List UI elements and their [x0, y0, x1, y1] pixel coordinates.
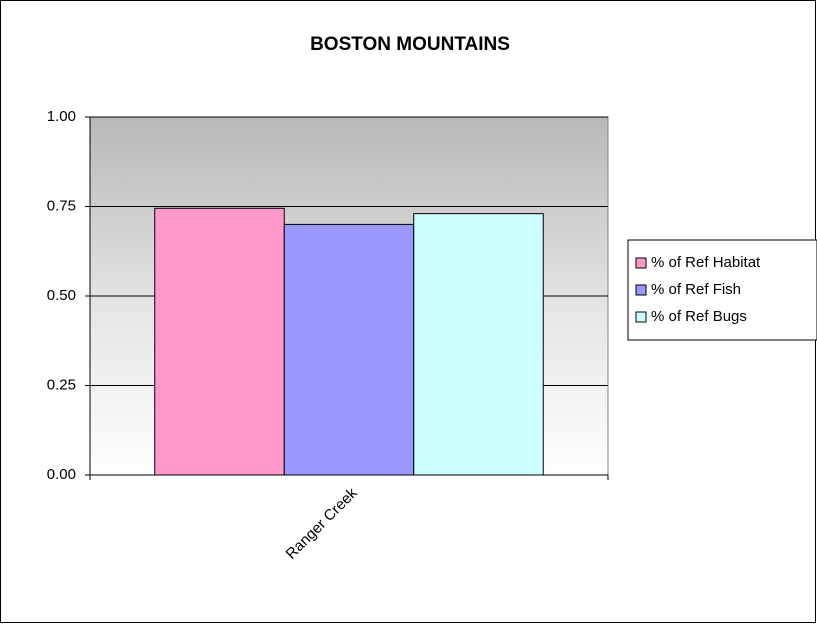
y-tick-label: 0.75: [47, 197, 76, 214]
y-tick-label: 0.00: [47, 466, 76, 483]
chart-title: BOSTON MOUNTAINS: [310, 34, 510, 55]
bar: [413, 213, 544, 476]
legend-swatch: [635, 257, 647, 269]
legend-box: [627, 239, 817, 341]
legend-swatch: [635, 284, 647, 296]
legend-label: % of Ref Bugs: [651, 308, 747, 325]
y-tick-label: 0.50: [47, 287, 76, 304]
legend-label: % of Ref Habitat: [651, 254, 761, 271]
legend-label: % of Ref Fish: [651, 281, 741, 298]
bar: [154, 207, 285, 476]
legend-swatch: [635, 311, 647, 323]
y-tick-label: 0.25: [47, 376, 76, 393]
y-tick-label: 1.00: [47, 108, 76, 125]
bar: [283, 223, 415, 476]
